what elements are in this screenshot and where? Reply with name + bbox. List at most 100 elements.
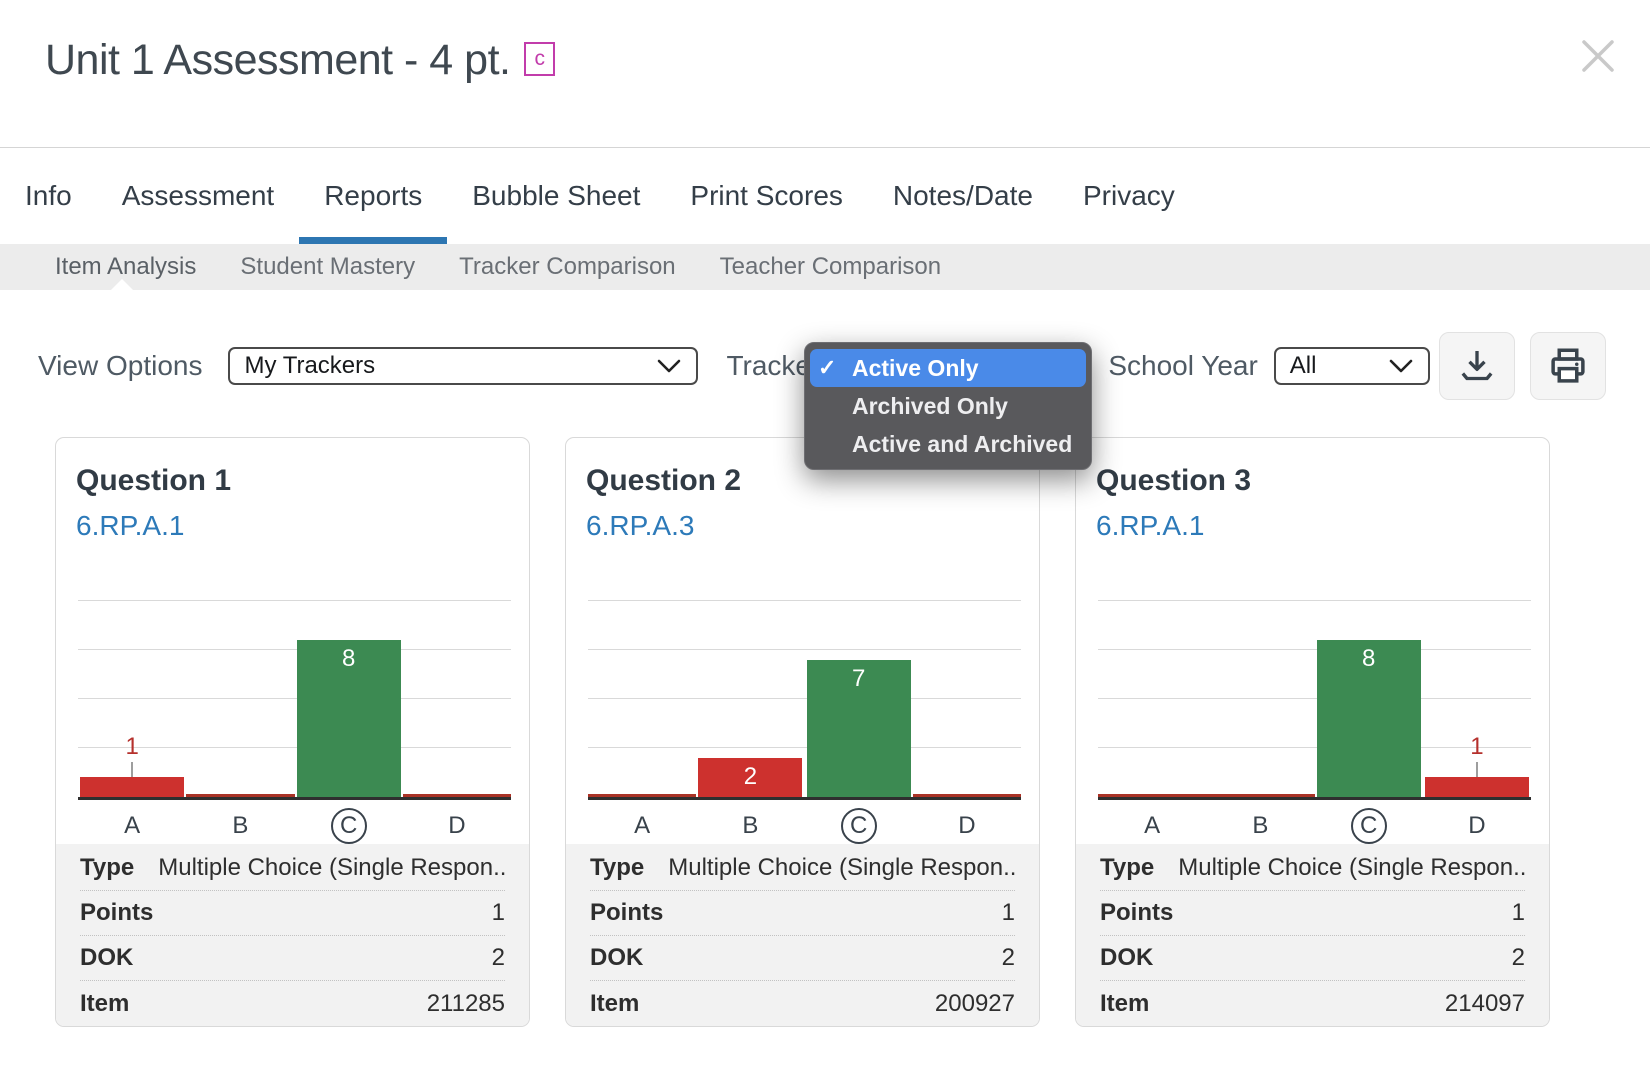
chevron-down-icon — [1389, 359, 1413, 373]
download-icon — [1461, 351, 1493, 381]
info-value: 211285 — [426, 989, 505, 1017]
bar-slot: 1 — [78, 598, 186, 800]
tracker-dropdown: ✓ Active Only Archived Only Active and A… — [804, 342, 1092, 470]
tab-print-scores[interactable]: Print Scores — [690, 180, 843, 211]
bar-value-label: 7 — [851, 665, 866, 692]
bar-value-label: 1 — [125, 733, 139, 760]
bar-value-label: 2 — [743, 763, 758, 790]
label-connector-line — [131, 762, 134, 777]
x-axis-line — [1098, 797, 1531, 800]
x-axis-line — [588, 797, 1021, 800]
info-row-points: Points 1 — [590, 891, 1015, 936]
gridline — [588, 649, 1021, 650]
dropdown-option-active-only[interactable]: ✓ Active Only — [810, 349, 1086, 387]
info-label: Points — [1100, 899, 1174, 926]
bar-value-label: 8 — [1361, 645, 1376, 672]
my-trackers-select[interactable]: My Trackers — [228, 347, 699, 385]
gridline — [588, 747, 1021, 748]
standard-link[interactable]: 6.RP.A.3 — [586, 510, 695, 541]
correct-answer-circle: C — [1350, 808, 1387, 844]
gridline — [1098, 649, 1531, 650]
x-axis-label: C — [1315, 808, 1423, 844]
tab-assessment[interactable]: Assessment — [121, 180, 275, 211]
correct-answer-bar: 7 — [806, 660, 911, 797]
subtab-teacher-comparison[interactable]: Teacher Comparison — [719, 253, 942, 280]
info-value: 1 — [1001, 899, 1015, 926]
info-value: Multiple Choice (Single Respon... — [668, 854, 1015, 881]
info-label: DOK — [1100, 944, 1154, 971]
x-axis-label: D — [448, 812, 466, 839]
info-label: Item — [590, 989, 640, 1017]
info-value: 1 — [491, 899, 505, 926]
bar-value-label: 8 — [341, 645, 356, 672]
incorrect-answer-bar — [186, 794, 295, 797]
bar-slot: 8 — [1315, 598, 1423, 800]
x-axis-label: B — [232, 812, 249, 839]
tab-bar: Info Assessment Reports Bubble Sheet Pri… — [0, 148, 1650, 244]
x-axis-labels: A B C D — [78, 800, 511, 852]
x-axis-label: B — [742, 812, 759, 839]
info-row-item: Item 211285 — [80, 981, 505, 1026]
tab-reports[interactable]: Reports — [299, 148, 448, 244]
standard-link[interactable]: 6.RP.A.1 — [1096, 510, 1205, 541]
x-axis-label: C — [295, 808, 403, 844]
gridline — [1098, 747, 1531, 748]
info-value: 2 — [1001, 944, 1015, 971]
gridline — [1098, 600, 1531, 601]
info-label: Points — [80, 899, 154, 926]
subtab-tracker-comparison[interactable]: Tracker Comparison — [459, 253, 676, 280]
bar-slot — [402, 598, 511, 800]
correct-answer-circle: C — [330, 808, 367, 844]
question-info-table: Type Multiple Choice (Single Respon... Poi… — [1076, 844, 1549, 1026]
my-trackers-select-value: My Trackers — [244, 352, 376, 379]
x-axis-label: D — [1468, 812, 1486, 839]
incorrect-answer-bar — [588, 794, 697, 797]
x-axis-line — [78, 797, 511, 800]
subtab-student-mastery[interactable]: Student Mastery — [240, 253, 416, 280]
tab-privacy[interactable]: Privacy — [1082, 180, 1175, 211]
school-year-select[interactable]: All — [1273, 347, 1430, 385]
incorrect-answer-bar — [1098, 794, 1207, 797]
close-icon[interactable] — [1572, 30, 1624, 82]
modal-header: Unit 1 Assessment - 4 pt. c — [0, 0, 1650, 148]
active-tab-underline — [299, 237, 448, 244]
info-value: 1 — [1511, 899, 1525, 926]
question-title: Question 1 — [76, 464, 232, 497]
view-options-label: View Options — [38, 350, 203, 381]
incorrect-answer-bar: 1 — [80, 733, 185, 797]
gridline — [588, 600, 1021, 601]
dropdown-option-active-and-archived[interactable]: Active and Archived — [852, 430, 1073, 457]
question-info-table: Type Multiple Choice (Single Respon... Poi… — [56, 844, 529, 1026]
school-year-label: School Year — [1108, 350, 1258, 381]
dropdown-option-archived-only[interactable]: Archived Only — [852, 392, 1008, 419]
bar-slot — [1098, 598, 1207, 800]
info-label: Type — [590, 854, 645, 881]
info-label: Item — [1100, 989, 1150, 1017]
bar-slot — [186, 598, 295, 800]
gridline — [1098, 698, 1531, 699]
info-label: DOK — [590, 944, 644, 971]
subtab-item-analysis[interactable]: Item Analysis — [55, 253, 197, 280]
info-label: Points — [590, 899, 664, 926]
standard-link[interactable]: 6.RP.A.1 — [76, 510, 185, 541]
tab-info[interactable]: Info — [25, 180, 72, 211]
x-axis-label: A — [1144, 812, 1161, 839]
bar-slot: 1 — [1423, 598, 1531, 800]
tab-bubble-sheet[interactable]: Bubble Sheet — [472, 180, 641, 211]
tab-notes-date[interactable]: Notes/Date — [892, 180, 1033, 211]
info-label: Type — [1100, 854, 1155, 881]
download-button[interactable] — [1439, 332, 1515, 400]
info-row-points: Points 1 — [80, 891, 505, 936]
x-axis-label: D — [958, 812, 976, 839]
print-button[interactable] — [1530, 332, 1606, 400]
x-axis-label: A — [634, 812, 651, 839]
info-row-type: Type Multiple Choice (Single Respon... — [590, 846, 1015, 891]
